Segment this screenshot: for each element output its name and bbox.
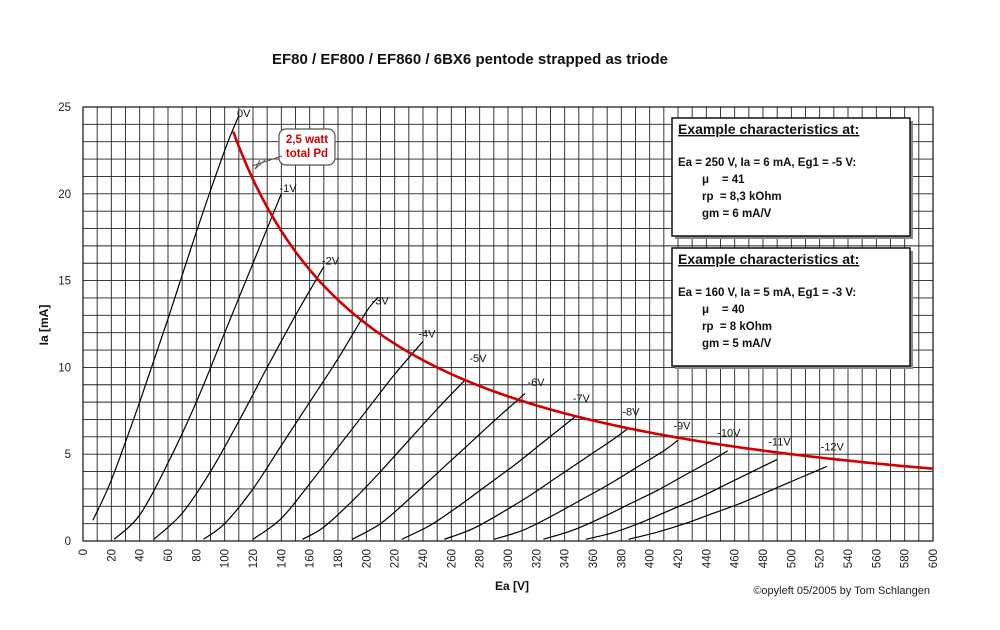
chart-title: EF80 / EF800 / EF860 / 6BX6 pentode stra… bbox=[272, 51, 668, 68]
box-line: rp = 8 kOhm bbox=[702, 321, 772, 333]
curve-label: 0V bbox=[237, 108, 251, 120]
grid-voltage-curves bbox=[92, 115, 828, 540]
x-tick-label: 320 bbox=[531, 549, 543, 568]
x-tick-label: 480 bbox=[758, 549, 770, 568]
x-tick-label: 280 bbox=[475, 549, 487, 568]
x-tick-label: 580 bbox=[900, 549, 912, 568]
example-characteristics-boxes: Example characteristics at: Ea = 250 V, I… bbox=[671, 117, 913, 369]
plot-frame bbox=[82, 106, 934, 542]
curve-eg1-minus2V bbox=[153, 266, 325, 540]
curve-eg1-minus10V bbox=[543, 450, 728, 540]
x-tick-label: 600 bbox=[928, 549, 940, 568]
x-tick-label: 560 bbox=[871, 549, 883, 568]
callout-text: total Pd bbox=[286, 148, 328, 160]
x-tick-label: 140 bbox=[276, 549, 288, 568]
curve-eg1-minus6V bbox=[351, 392, 526, 540]
x-tick-label: 400 bbox=[645, 549, 657, 568]
curve-label: -3V bbox=[372, 296, 390, 308]
x-tick-label: 0 bbox=[78, 549, 90, 555]
box-title: Example characteristics at: bbox=[678, 251, 859, 267]
x-tick-label: 20 bbox=[106, 549, 118, 562]
grid bbox=[82, 106, 934, 542]
y-tick-label: 0 bbox=[65, 536, 71, 548]
callout-box bbox=[278, 128, 336, 166]
x-tick-label: 200 bbox=[361, 549, 373, 568]
curve-eg1-minus1V bbox=[113, 193, 282, 540]
x-tick-label: 240 bbox=[418, 549, 430, 568]
x-tick-label: 460 bbox=[730, 549, 742, 568]
box-line: Ea = 160 V, Ia = 5 mA, Eg1 = -3 V: bbox=[678, 287, 856, 299]
curve-label: -6V bbox=[527, 377, 545, 389]
curve-eg1-minus7V bbox=[401, 415, 577, 540]
x-tick-label: 500 bbox=[786, 549, 798, 568]
x-tick-label: 380 bbox=[616, 549, 628, 568]
x-axis-label: Ea [V] bbox=[495, 579, 529, 593]
curve-eg1-minus11V bbox=[585, 458, 778, 540]
x-tick-label: 300 bbox=[503, 549, 515, 568]
curve-label: -10V bbox=[717, 428, 741, 440]
x-tick-label: 420 bbox=[673, 549, 685, 568]
curve-label: -9V bbox=[673, 421, 691, 433]
x-tick-label: 40 bbox=[135, 549, 147, 562]
x-tick-label: 360 bbox=[588, 549, 600, 568]
callout-leader bbox=[251, 155, 283, 167]
x-tick-label: 540 bbox=[843, 549, 855, 568]
box-line: gm = 6 mA/V bbox=[702, 208, 772, 220]
x-tick-label: 220 bbox=[390, 549, 402, 568]
curve-label: -4V bbox=[418, 329, 436, 341]
dissipation-curve bbox=[231, 131, 934, 470]
curve-eg1-minus5V bbox=[302, 379, 466, 540]
y-axis-label: Ia [mA] bbox=[37, 305, 51, 346]
box-title: Example characteristics at: bbox=[678, 121, 859, 137]
curve-label: -1V bbox=[280, 183, 298, 195]
x-tick-label: 520 bbox=[815, 549, 827, 568]
y-axis-ticks: 0 5 10 15 20 25 bbox=[58, 102, 71, 548]
x-axis-ticks: 0 20 40 60 80 100 120 140 160 180 200 220 240 260 280 3… bbox=[78, 549, 940, 568]
x-tick-label: 60 bbox=[163, 549, 175, 562]
x-tick-label: 260 bbox=[446, 549, 458, 568]
x-tick-label: 180 bbox=[333, 549, 345, 568]
y-tick-label: 20 bbox=[58, 189, 71, 201]
curve-label: -2V bbox=[322, 256, 340, 268]
x-tick-label: 160 bbox=[305, 549, 317, 568]
characteristics-box bbox=[671, 247, 911, 367]
curve-eg1-0V bbox=[92, 115, 240, 521]
curve-labels: 0V -1V -2V -3V -4V -5V -6V -7V -8V -9V -10V -11V -12… bbox=[237, 108, 845, 453]
credit-text: ©opyleft 05/2005 by Tom Schlangen bbox=[753, 585, 930, 597]
x-tick-label: 340 bbox=[560, 549, 572, 568]
curve-eg1-minus9V bbox=[493, 439, 679, 540]
curve-eg1-minus3V bbox=[203, 297, 379, 540]
box-line: μ = 40 bbox=[702, 304, 745, 316]
curve-eg1-minus8V bbox=[444, 427, 629, 540]
x-tick-label: 100 bbox=[220, 549, 232, 568]
x-tick-label: 80 bbox=[191, 549, 203, 562]
box-line: μ = 41 bbox=[702, 174, 745, 186]
curve-label: -8V bbox=[622, 407, 640, 419]
curve-eg1-minus4V bbox=[252, 341, 424, 540]
x-tick-label: 440 bbox=[701, 549, 713, 568]
curve-label: -12V bbox=[821, 441, 845, 453]
curve-label: -5V bbox=[469, 353, 487, 365]
box-line: Ea = 250 V, Ia = 6 mA, Eg1 = -5 V: bbox=[678, 157, 856, 169]
y-tick-label: 25 bbox=[58, 102, 71, 114]
box-line: gm = 5 mA/V bbox=[702, 338, 772, 350]
y-tick-label: 10 bbox=[58, 362, 71, 374]
x-tick-label: 120 bbox=[248, 549, 260, 568]
y-tick-label: 5 bbox=[65, 449, 71, 461]
characteristics-box bbox=[671, 117, 911, 237]
y-tick-label: 15 bbox=[58, 276, 71, 288]
callout-text: 2,5 watt bbox=[286, 134, 328, 146]
curve-label: -7V bbox=[573, 393, 591, 405]
curve-eg1-minus12V bbox=[628, 465, 828, 540]
box-line: rp = 8,3 kOhm bbox=[702, 191, 782, 203]
dissipation-callout: 2,5 watt total Pd bbox=[251, 128, 336, 170]
curve-label: -11V bbox=[768, 436, 791, 448]
power-dissipation-curve bbox=[231, 131, 934, 470]
